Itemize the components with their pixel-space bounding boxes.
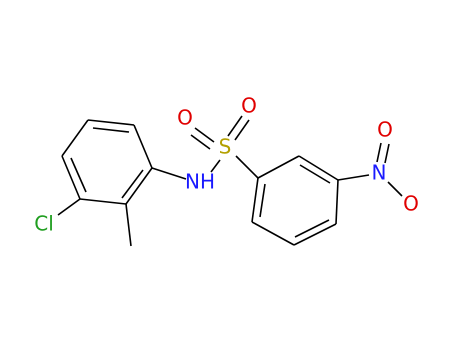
atom-label: S: [219, 135, 232, 159]
atom-label: NH: [185, 170, 215, 194]
bond: [194, 127, 215, 143]
bond: [133, 124, 153, 169]
bond: [257, 155, 300, 179]
bond: [61, 119, 89, 157]
bond: [384, 143, 390, 164]
bond: [210, 159, 221, 173]
atom-label: N: [372, 161, 387, 185]
atom-label: O: [377, 118, 393, 142]
bond: [251, 221, 295, 246]
atom-label: O: [241, 94, 257, 118]
bond: [125, 203, 132, 247]
bond: [335, 179, 339, 225]
bond: [299, 164, 331, 184]
bonds: [57, 115, 403, 247]
bond: [79, 198, 127, 205]
bond: [259, 183, 266, 218]
bond: [293, 223, 337, 246]
bond: [190, 134, 211, 150]
atom-label: O: [177, 106, 193, 130]
bond: [92, 127, 130, 133]
bond: [298, 155, 339, 181]
bond: [125, 167, 153, 205]
bond: [121, 169, 144, 199]
bond: [87, 119, 135, 126]
bond: [387, 181, 403, 197]
bond: [57, 198, 81, 216]
bond: [234, 119, 250, 141]
bond: [294, 219, 330, 238]
bond: [61, 155, 81, 200]
bond: [251, 177, 259, 223]
atom-label: Cl: [34, 212, 54, 236]
bond: [376, 142, 382, 163]
bond: [235, 155, 259, 179]
bond: [70, 157, 87, 193]
bond: [151, 167, 187, 180]
atom-label: O: [403, 192, 419, 216]
bond: [337, 174, 370, 181]
bond: [227, 115, 243, 137]
